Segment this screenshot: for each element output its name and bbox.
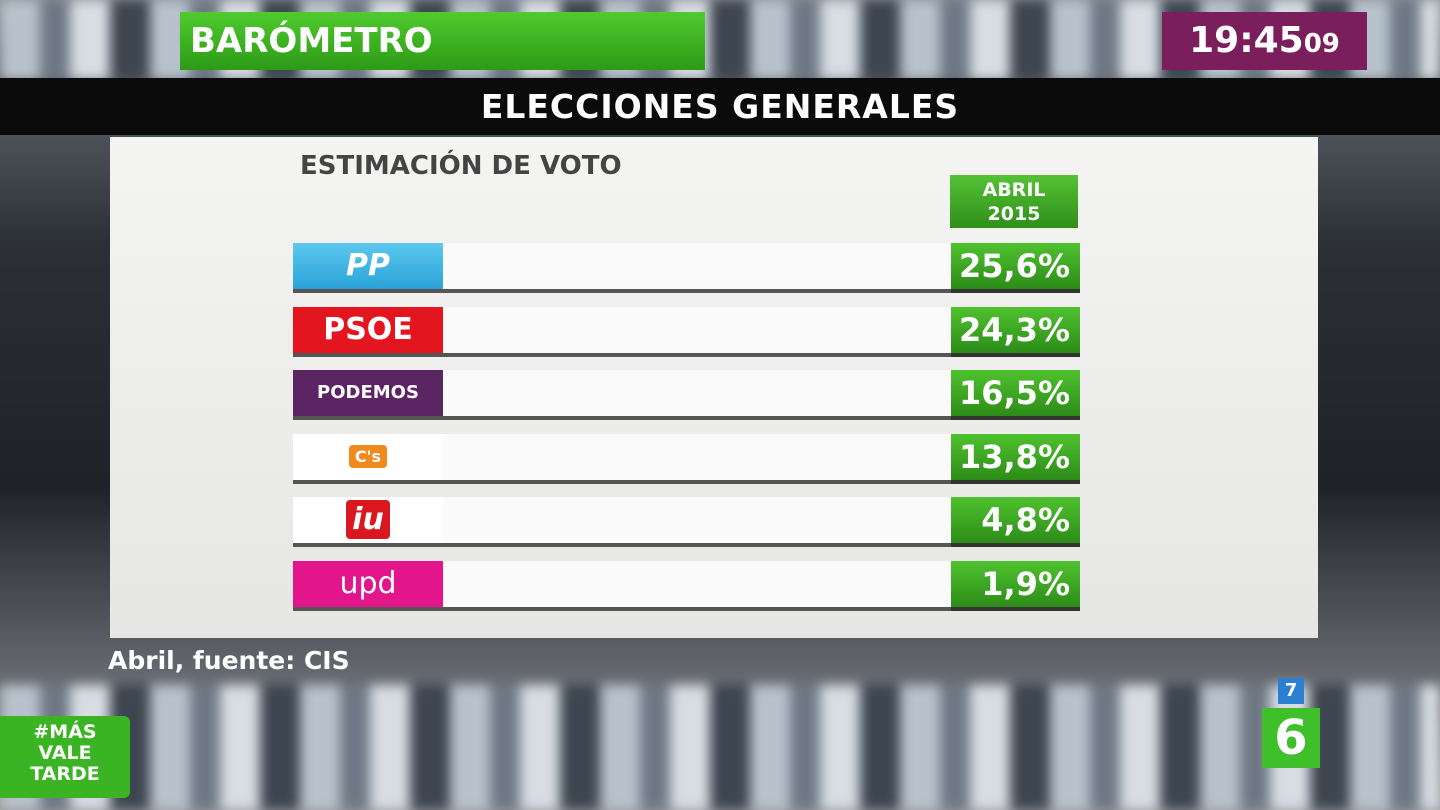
table-row: upd 1,9%: [293, 560, 1080, 607]
hashtag: #MÁS VALE TARDE: [0, 716, 130, 798]
row-bar: [443, 306, 951, 353]
row-bar: [443, 497, 951, 543]
table-row: PSOE 24,3%: [293, 306, 1080, 353]
table-row: iu 4,8%: [293, 497, 1080, 543]
row-bar: [443, 243, 951, 289]
party-logo-text: PODEMOS: [317, 382, 419, 403]
row-bar: [443, 370, 951, 416]
vote-estimate: 4,8%: [951, 497, 1080, 543]
party-logo: PODEMOS: [293, 370, 443, 416]
clock-seconds: 09: [1303, 29, 1340, 59]
hashtag-line: VALE: [38, 742, 92, 764]
party-logo-text: upd: [339, 565, 397, 601]
vote-estimate: 24,3%: [951, 306, 1080, 353]
clock-time: 19:45: [1189, 20, 1304, 61]
vote-estimate: 13,8%: [951, 433, 1080, 480]
vote-estimate: 25,6%: [951, 243, 1080, 289]
party-logo: C's: [293, 433, 443, 480]
banner: ELECCIONES GENERALES: [0, 78, 1440, 135]
vote-estimate: 16,5%: [951, 370, 1080, 416]
row-bar: [443, 560, 951, 607]
row-bar: [443, 433, 951, 480]
party-logo-text: PP: [346, 248, 390, 283]
program-title: BARÓMETRO PREELECTORAL: [180, 12, 705, 119]
party-logo: PSOE: [293, 306, 443, 353]
table-row: PP 25,6%: [293, 243, 1080, 289]
party-logo: iu: [293, 497, 443, 543]
column-header-line: 2015: [987, 203, 1041, 225]
panel-title: ESTIMACIÓN DE VOTO: [300, 151, 622, 181]
party-logo-text: iu: [346, 500, 390, 539]
table-row: PODEMOS 16,5%: [293, 370, 1080, 416]
column-header: ABRIL 2015: [950, 175, 1078, 228]
party-logo-text: PSOE: [323, 311, 413, 347]
clock: 19:4509: [1162, 12, 1367, 70]
party-logo-text: C's: [348, 444, 388, 468]
column-header-line: ABRIL: [982, 179, 1046, 201]
channel-logo: 6: [1262, 708, 1320, 768]
party-logo: upd: [293, 560, 443, 607]
background-crowd: [0, 685, 1440, 810]
source: Abril, fuente: CIS: [108, 646, 350, 675]
hashtag-line: TARDE: [30, 763, 100, 785]
party-logo: PP: [293, 243, 443, 289]
channel-badge: 7: [1278, 678, 1304, 704]
vote-estimate: 1,9%: [951, 560, 1080, 607]
table-row: C's 13,8%: [293, 433, 1080, 480]
panel: ESTIMACIÓN DE VOTO ABRIL 2015 PP 25,6% PSO…: [110, 137, 1318, 638]
hashtag-line: #MÁS: [33, 721, 97, 743]
